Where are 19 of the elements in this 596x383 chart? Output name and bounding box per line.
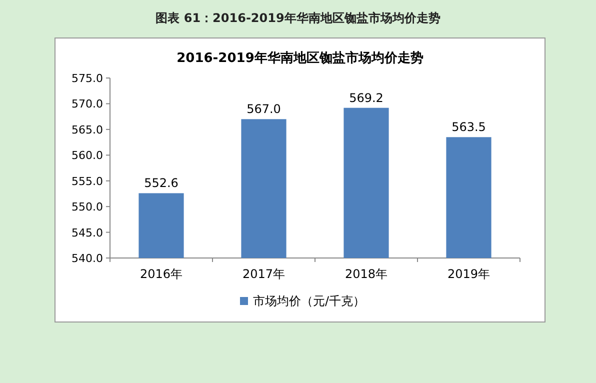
data-label: 552.6 — [144, 176, 178, 190]
x-tick-label: 2018年 — [344, 267, 388, 281]
legend-label: 市场均价（元/千克） — [253, 294, 366, 308]
y-tick-label: 540.0 — [72, 252, 103, 265]
data-label: 569.2 — [349, 90, 384, 105]
y-tick-label: 575.0 — [72, 72, 103, 85]
y-tick-label: 565.0 — [72, 123, 103, 136]
data-label: 563.5 — [452, 120, 486, 134]
x-tick-label: 2019年 — [447, 267, 490, 281]
x-tick-label: 2017年 — [242, 267, 286, 281]
y-tick-label: 555.0 — [72, 174, 103, 188]
y-tick-label: 560.0 — [72, 149, 103, 162]
x-tick-label: 2016年 — [140, 267, 183, 281]
y-tick-label: 550.0 — [72, 200, 103, 214]
data-label: 567.0 — [246, 102, 281, 116]
chart-title: 2016-2019年华南地区铷盐市场均价走势 — [176, 50, 424, 66]
text: 图表 61：2016-2019年华南地区铷盐市场均价走势 — [156, 11, 440, 25]
y-tick-label: 570.0 — [72, 98, 103, 111]
y-tick-label: 545.0 — [72, 226, 103, 240]
